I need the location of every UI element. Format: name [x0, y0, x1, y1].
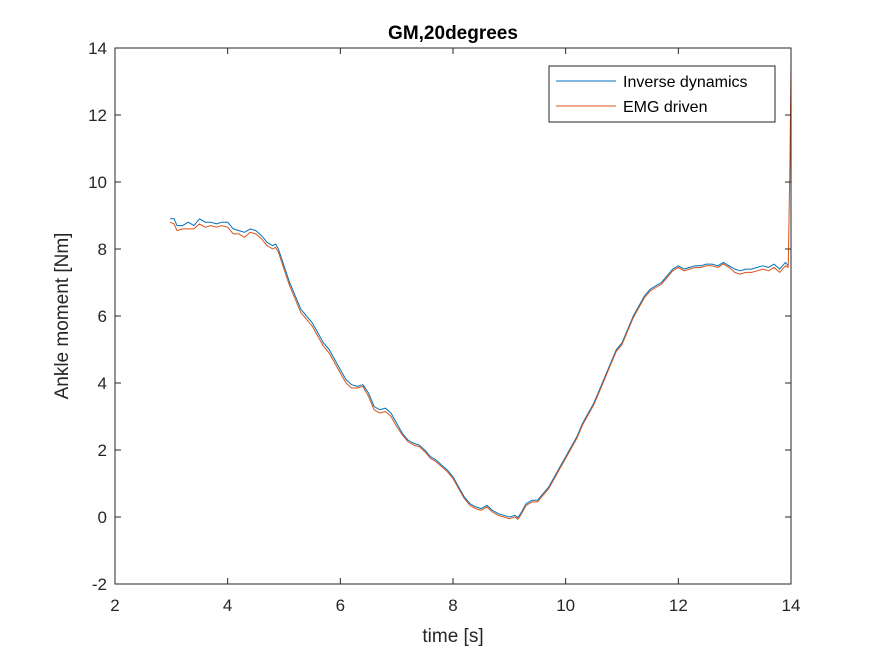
y-tick-label: 6: [98, 307, 107, 326]
series-layer: [170, 64, 792, 520]
legend-label-inverse-dynamics: Inverse dynamics: [623, 74, 748, 91]
x-axis-label: time [s]: [422, 626, 483, 647]
x-tick-label: 4: [223, 596, 232, 615]
x-tick-label: 6: [336, 596, 345, 615]
legend: Inverse dynamics EMG driven: [548, 65, 776, 123]
x-tick-label: 10: [556, 596, 575, 615]
y-tick-label: 2: [98, 441, 107, 460]
chart-title: GM,20degrees: [388, 23, 518, 44]
series-line-emg-driven: [170, 64, 792, 520]
x-axis: 2 4 6 8 10 12 14: [110, 48, 800, 615]
y-tick-label: 10: [88, 173, 107, 192]
series-line-inverse-dynamics: [170, 218, 789, 519]
y-tick-label: 12: [88, 106, 107, 125]
plot-area: [115, 48, 791, 584]
y-tick-label: 14: [88, 39, 107, 58]
x-tick-label: 8: [448, 596, 457, 615]
y-tick-label: 8: [98, 240, 107, 259]
x-tick-label: 14: [782, 596, 801, 615]
legend-label-emg-driven: EMG driven: [623, 99, 707, 116]
x-tick-label: 2: [110, 596, 119, 615]
x-tick-label: 12: [669, 596, 688, 615]
y-axis-label: Ankle moment [Nm]: [52, 233, 73, 400]
y-tick-label: 4: [98, 374, 107, 393]
legend-box: [548, 65, 776, 123]
y-axis: -2 0 2 4 6 8 10 12 14: [88, 39, 791, 594]
y-tick-label: 0: [98, 508, 107, 527]
y-tick-label: -2: [92, 575, 107, 594]
